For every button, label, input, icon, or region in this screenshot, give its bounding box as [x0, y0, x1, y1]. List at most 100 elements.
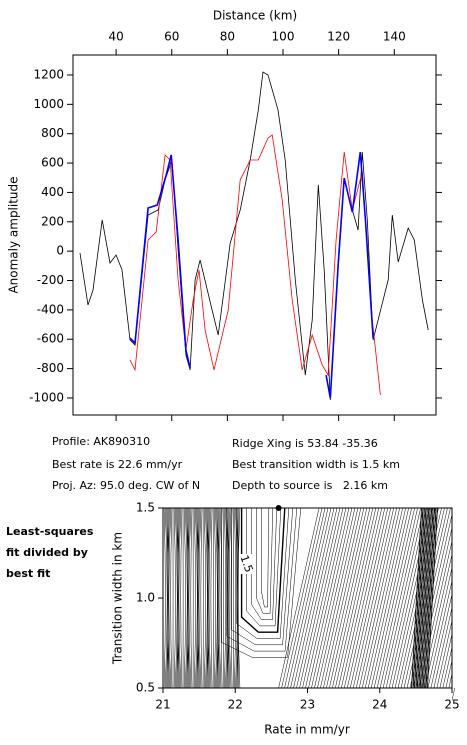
- contour: [323, 507, 365, 689]
- contour: [237, 507, 241, 689]
- x-tick-label: 80: [220, 30, 235, 44]
- plot-frame: [72, 54, 437, 416]
- contour: [413, 507, 425, 689]
- contour: [421, 507, 433, 689]
- contour: [183, 507, 186, 689]
- contour: [164, 507, 168, 689]
- contour: [376, 507, 418, 689]
- contour: [215, 507, 218, 689]
- x-axis-label: Distance (km): [213, 9, 297, 23]
- contour: [197, 507, 201, 689]
- contour: [290, 507, 332, 689]
- x-tick-label: 21: [155, 698, 170, 712]
- contour: [370, 507, 412, 689]
- contour: [187, 507, 191, 689]
- y-tick-label: 600: [41, 156, 64, 170]
- contour: [448, 673, 453, 689]
- contour-lines: [162, 507, 456, 701]
- contour: [278, 507, 320, 689]
- contour: [425, 507, 437, 689]
- y-axis-label: Transition width in km: [111, 532, 125, 665]
- contour-label: 1.5: [237, 553, 255, 574]
- contour: [451, 687, 456, 701]
- info-text: Profile: AK890310: [52, 435, 150, 448]
- contour: [308, 507, 350, 689]
- y-tick-label: 800: [41, 126, 64, 140]
- contour: [344, 507, 386, 689]
- contour: [422, 507, 434, 689]
- contour: [261, 507, 270, 608]
- contour: [364, 507, 406, 689]
- contour: [173, 507, 176, 689]
- contour: [203, 507, 206, 689]
- contour: [198, 507, 202, 689]
- y-tick-label: -800: [37, 361, 64, 375]
- contour: [419, 507, 431, 689]
- contour: [426, 507, 438, 689]
- label-bg: [240, 554, 252, 574]
- contour: [293, 507, 335, 689]
- contour: [418, 507, 430, 689]
- contour: [406, 507, 448, 689]
- contour: [439, 633, 453, 689]
- contour: [246, 507, 282, 627]
- contour: [311, 507, 353, 689]
- y-tick-label: 0: [56, 244, 64, 258]
- data-line: [129, 134, 381, 396]
- x-tick-label: 40: [108, 30, 123, 44]
- info-text: Ridge Xing is 53.84 -35.36: [232, 437, 378, 450]
- contour: [424, 567, 453, 689]
- y-tick-label: 400: [41, 185, 64, 199]
- contour: [412, 507, 424, 689]
- side-label: Least-squares: [6, 525, 94, 538]
- y-tick-label: 0.5: [136, 681, 155, 695]
- contour: [185, 507, 188, 689]
- contour: [234, 507, 237, 689]
- contour: [231, 507, 294, 646]
- contour: [210, 507, 213, 689]
- side-label: best fit: [6, 567, 50, 580]
- x-tick-label: 60: [164, 30, 179, 44]
- contour: [175, 507, 178, 689]
- contour: [353, 507, 394, 689]
- contour: [409, 507, 451, 689]
- y-tick-label: -1000: [29, 390, 64, 404]
- contour: [296, 507, 338, 689]
- contour: [214, 507, 216, 689]
- contour: [332, 507, 374, 689]
- contour: [190, 507, 193, 689]
- contour: [218, 507, 222, 689]
- contour: [170, 507, 173, 689]
- contour: [338, 507, 380, 689]
- y-tick-label: 1.0: [136, 591, 155, 605]
- x-tick-label: 22: [228, 698, 243, 712]
- y-tick-label: 1000: [33, 97, 64, 111]
- contour: [226, 507, 298, 652]
- y-tick-label: -600: [37, 332, 64, 346]
- x-tick-label: 24: [372, 698, 387, 712]
- contour: [217, 507, 221, 689]
- contour: [208, 507, 212, 689]
- contour: [317, 507, 359, 689]
- info-text: Best rate is 22.6 mm/yr: [52, 458, 183, 471]
- y-axis-label: Anomaly amplitude: [7, 176, 21, 293]
- contour: [195, 507, 198, 689]
- contour: [430, 594, 453, 689]
- contour: [356, 507, 397, 689]
- contour: [302, 507, 344, 689]
- contour: [373, 507, 415, 689]
- contour: [320, 507, 362, 689]
- contour: [341, 507, 383, 689]
- info-text: Proj. Az: 95.0 deg. CW of N: [52, 479, 200, 492]
- contour: [287, 507, 329, 689]
- info-text: Depth to source is 2.16 km: [232, 479, 388, 492]
- x-axis-label: Rate in mm/yr: [264, 723, 350, 737]
- x-tick-label: 120: [327, 30, 350, 44]
- contour: [228, 507, 232, 689]
- contour: [207, 507, 211, 689]
- contour: [167, 507, 170, 689]
- contour: [224, 507, 226, 689]
- x-tick-label: 23: [300, 698, 315, 712]
- x-tick-label: 140: [383, 30, 406, 44]
- y-tick-label: -400: [37, 302, 64, 316]
